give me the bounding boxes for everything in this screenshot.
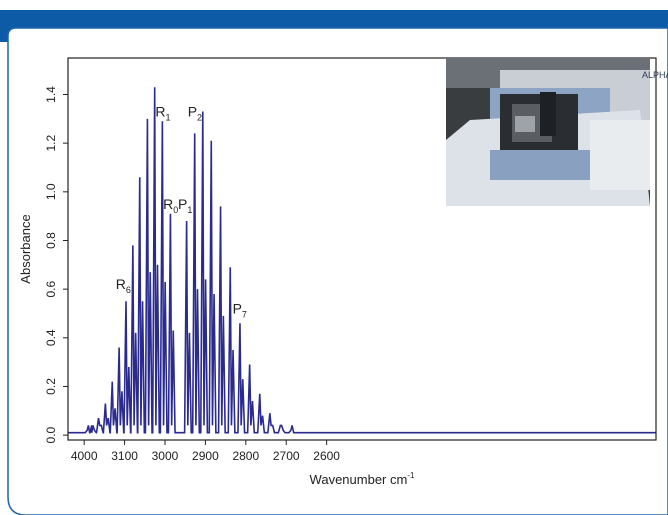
x-tick-label: 2900 bbox=[192, 449, 219, 463]
x-tick-label: 2800 bbox=[232, 449, 259, 463]
x-tick-label: 3100 bbox=[111, 449, 138, 463]
y-tick-label: 1.2 bbox=[44, 134, 58, 151]
axes-box bbox=[67, 57, 657, 441]
y-tick-label: 0.4 bbox=[44, 329, 58, 346]
x-axis-title: Wavenumber cm-1 bbox=[310, 471, 415, 487]
y-tick-label: 1.0 bbox=[44, 183, 58, 200]
y-tick-marks bbox=[63, 93, 68, 436]
y-tick-label: 0.6 bbox=[44, 280, 58, 297]
peak-label: P1 bbox=[178, 196, 192, 215]
y-tick-label: 0.0 bbox=[44, 426, 58, 443]
spectrum-line bbox=[67, 87, 657, 434]
x-tick-marks bbox=[83, 440, 328, 445]
x-tick-labels: 4000 3100 3000 2900 2800 2700 2600 bbox=[71, 449, 340, 463]
x-tick-label: 4000 bbox=[71, 449, 98, 463]
y-tick-label: 1.4 bbox=[44, 86, 58, 103]
x-tick-label: 2700 bbox=[273, 449, 300, 463]
peak-labels: R6 R1 R0 P1 P2 P7 bbox=[116, 103, 247, 319]
brand-text: ALPHA bbox=[642, 70, 668, 80]
peak-label: R0 bbox=[163, 196, 178, 215]
peak-label: P7 bbox=[233, 300, 247, 319]
x-tick-label: 2600 bbox=[313, 449, 340, 463]
y-tick-labels: 0.0 0.2 0.4 0.6 0.8 1.0 1.2 1.4 bbox=[44, 86, 58, 444]
peak-label: R1 bbox=[155, 103, 170, 122]
x-tick-label: 3000 bbox=[152, 449, 179, 463]
y-tick-label: 0.2 bbox=[44, 378, 58, 395]
peak-label: P2 bbox=[188, 103, 202, 122]
spectrometer-photo-icon: ALPHA bbox=[446, 58, 668, 206]
peak-label: R6 bbox=[116, 276, 131, 295]
y-axis-title: Absorbance bbox=[18, 214, 33, 283]
y-tick-label: 0.8 bbox=[44, 232, 58, 249]
